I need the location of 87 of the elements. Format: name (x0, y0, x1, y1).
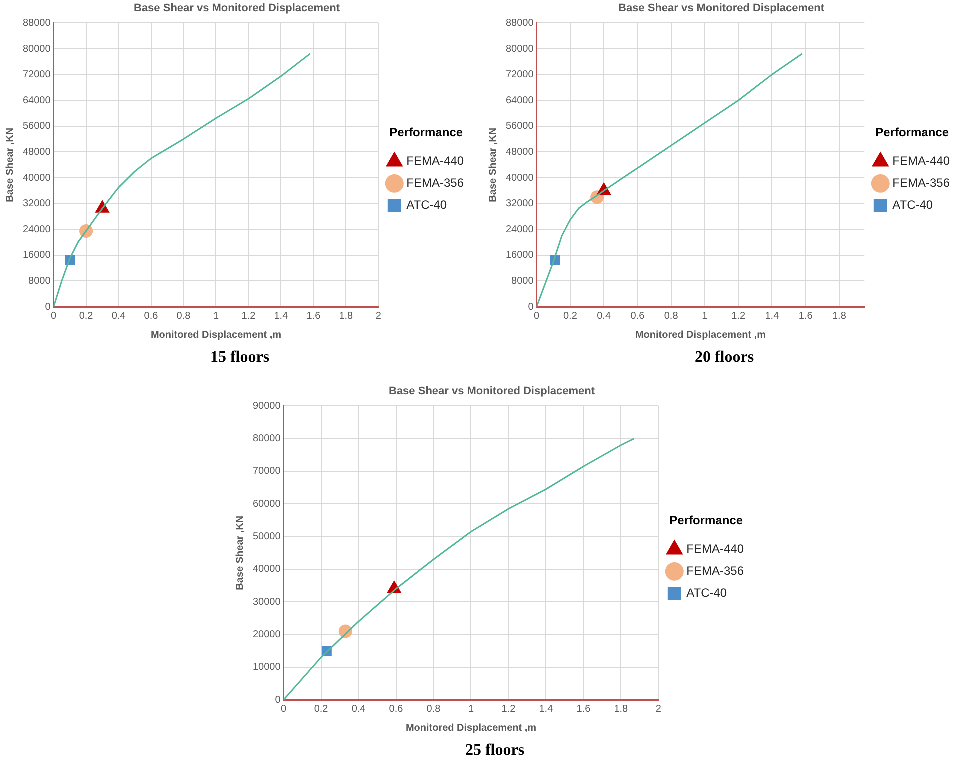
y-tick-label: 40000 (252, 564, 282, 576)
y-axis-title: Base Shear ,KN (488, 128, 499, 202)
y-tick-label: 56000 (22, 121, 52, 132)
y-tick-label: 24000 (22, 224, 52, 236)
x-tick-label: 2 (376, 310, 382, 322)
x-tick-label: 0.4 (597, 310, 612, 322)
chart-title: Base Shear vs Monitored Displacement (134, 2, 340, 15)
chart-title: Base Shear vs Monitored Displacement (388, 386, 596, 398)
x-tick-label: 0.6 (144, 310, 159, 322)
legend-label: FEMA-440 (406, 154, 464, 168)
y-tick-label: 48000 (506, 146, 534, 158)
chart-title: Base Shear vs Monitored Displacement (618, 2, 825, 15)
y-tick-label: 48000 (22, 146, 52, 158)
legend-label: ATC-40 (892, 198, 934, 212)
x-tick-label: 1.8 (339, 310, 354, 322)
y-tick-label: 60000 (252, 498, 282, 510)
x-tick-label: 1 (702, 310, 708, 322)
x-tick-label: 1.8 (832, 310, 847, 322)
x-tick-label: 1 (213, 310, 220, 322)
legend-label: ATC-40 (686, 586, 728, 600)
y-tick-label: 56000 (506, 121, 534, 132)
y-tick-label: 24000 (506, 224, 534, 236)
x-tick-label: 1.2 (502, 704, 516, 715)
y-tick-label: 20000 (252, 629, 282, 640)
text: 25 floors (464, 742, 526, 760)
y-tick-label: 90000 (252, 400, 282, 412)
x-tick-label: 0.6 (630, 310, 646, 322)
x-tick-label: 1.6 (798, 310, 814, 322)
y-tick-label: 64000 (22, 95, 52, 106)
y-tick-label: 16000 (22, 250, 52, 262)
x-tick-label: 0.2 (79, 310, 94, 322)
legend-label: FEMA-356 (686, 564, 744, 578)
x-tick-label: 1.2 (732, 310, 746, 322)
x-tick-label: 1.2 (242, 310, 256, 322)
x-axis-title: Monitored Displacement ,m (150, 330, 282, 341)
x-axis-title: Monitored Displacement ,m (635, 330, 766, 341)
y-tick-label: 50000 (252, 532, 282, 543)
x-tick-label: 0.4 (352, 704, 366, 715)
legend-title: Performance (670, 514, 744, 528)
y-tick-label: 72000 (22, 70, 52, 81)
y-tick-label: 88000 (506, 18, 534, 29)
legend-label: FEMA-440 (892, 154, 950, 168)
y-tick-label: 8000 (28, 276, 52, 287)
y-tick-label: 72000 (506, 70, 534, 81)
x-tick-label: 0.8 (426, 704, 442, 715)
y-tick-label: 80000 (22, 44, 52, 55)
x-tick-label: 1.8 (614, 704, 629, 715)
y-tick-label: 16000 (506, 250, 534, 262)
x-tick-label: 1 (468, 704, 474, 715)
x-tick-label: 1.6 (306, 310, 322, 322)
y-tick-label: 0 (45, 302, 52, 313)
x-tick-label: 0.8 (176, 310, 192, 322)
x-tick-label: 1.4 (274, 310, 289, 322)
y-tick-label: 32000 (506, 198, 534, 210)
legend-label: FEMA-356 (892, 176, 950, 190)
y-axis-title: Base Shear ,KN (234, 516, 246, 590)
y-tick-label: 64000 (506, 95, 534, 106)
y-tick-label: 80000 (506, 44, 534, 55)
text: 20 floors (694, 349, 756, 367)
x-tick-label: 2 (656, 704, 662, 715)
x-tick-label: 0.2 (563, 310, 578, 322)
x-tick-label: 1.6 (576, 704, 592, 715)
x-tick-label: 0.4 (112, 310, 126, 322)
x-tick-label: 1.4 (765, 310, 780, 322)
y-tick-label: 30000 (252, 596, 282, 608)
legend-label: ATC-40 (406, 198, 448, 212)
y-tick-label: 10000 (252, 662, 282, 674)
y-tick-label: 80000 (252, 434, 282, 445)
y-tick-label: 70000 (252, 466, 282, 478)
x-tick-label: 0.6 (389, 704, 404, 715)
text: 15 floors (209, 349, 271, 367)
y-tick-label: 40000 (22, 172, 52, 184)
x-tick-label: 1.4 (539, 704, 554, 715)
legend-title: Performance (876, 126, 950, 140)
x-axis-title: Monitored Displacement ,m (406, 722, 537, 734)
y-axis-title: Base Shear ,KN (4, 128, 16, 202)
legend-label: FEMA-356 (406, 176, 464, 190)
legend-label: FEMA-440 (686, 542, 744, 556)
y-tick-label: 32000 (22, 198, 52, 210)
x-tick-label: 0.2 (314, 704, 329, 715)
legend-title: Performance (390, 126, 464, 140)
y-tick-label: 0 (528, 302, 534, 313)
y-tick-label: 40000 (506, 172, 534, 184)
x-tick-label: 0.8 (664, 310, 679, 322)
y-tick-label: 8000 (512, 276, 534, 287)
y-tick-label: 0 (275, 694, 282, 706)
y-tick-label: 88000 (22, 18, 52, 29)
